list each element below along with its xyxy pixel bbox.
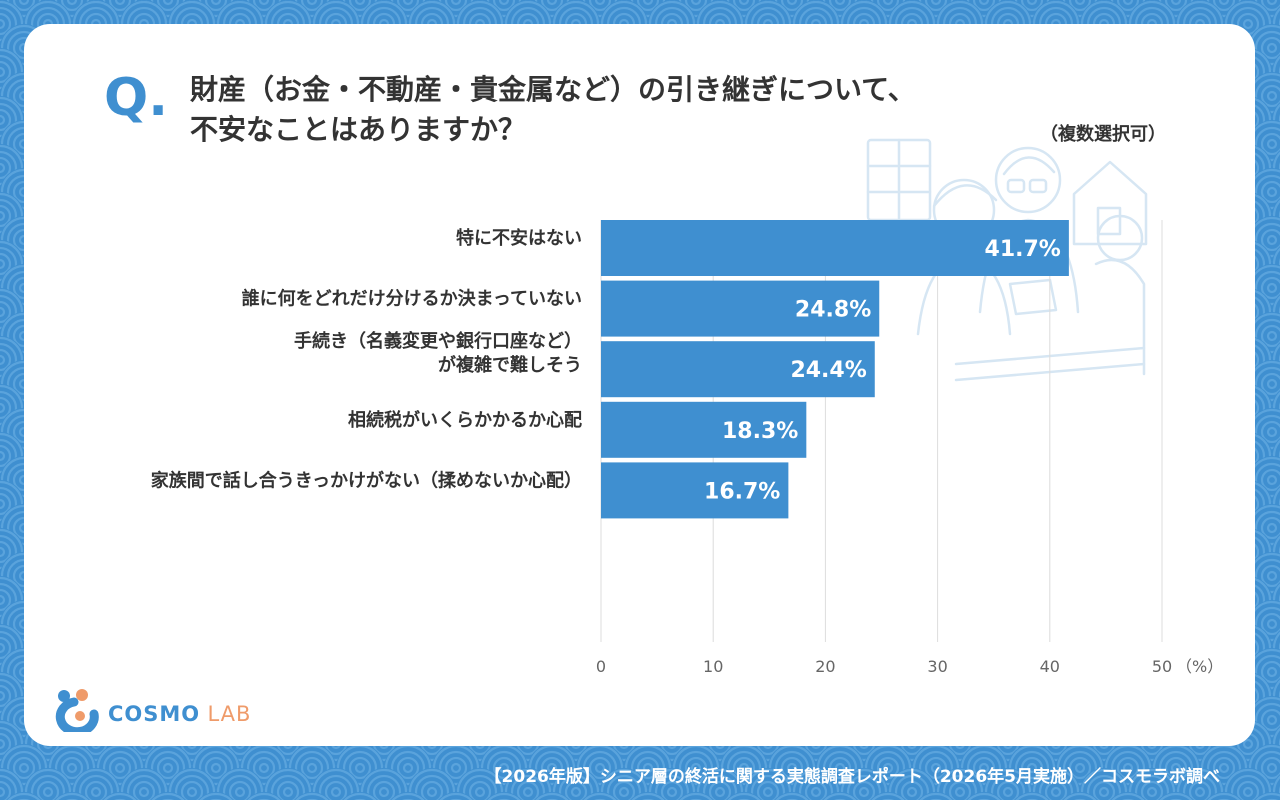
footer-source-note: 【2026年版】シニア層の終活に関する実態調査レポート（2026年5月実施）／コ… — [484, 767, 1220, 787]
bar-value-label: 16.7% — [704, 479, 780, 504]
brand-name-cosmo: COSMO — [108, 702, 201, 726]
x-tick-label: 40 — [1040, 657, 1060, 676]
cosmo-lab-logo-icon — [55, 689, 99, 732]
bar-value-label: 24.4% — [790, 358, 866, 383]
category-label: 特に不安はない — [456, 227, 582, 249]
bar — [601, 462, 789, 519]
chart-card: Q. 財産（お金・不動産・貴金属など）の引き継ぎについて、 不安なことはあります… — [24, 24, 1255, 746]
bar — [601, 401, 807, 458]
bar — [601, 341, 875, 398]
x-tick-label: 30 — [927, 657, 947, 676]
bar — [601, 220, 1069, 276]
multiple-choice-note: （複数選択可） — [1040, 124, 1166, 145]
x-tick-label: 50 — [1152, 657, 1172, 676]
brand-wordmark: COSMO LAB — [108, 704, 251, 725]
bar-value-label: 18.3% — [722, 419, 798, 444]
category-label: 相続税がいくらかかるか心配 — [348, 409, 582, 431]
x-tick-label: 0 — [596, 657, 606, 676]
x-tick-label: 10 — [703, 657, 723, 676]
x-tick-label: 20 — [815, 657, 835, 676]
bar-value-label: 24.8% — [795, 298, 871, 323]
category-label: 手続き（名義変更や銀行口座など） — [294, 330, 582, 352]
question-text-line1: 財産（お金・不動産・貴金属など）の引き継ぎについて、 — [190, 73, 916, 106]
horizontal-bar-chart: 41.7% 特に不安はない 24.8% 誰に何をどれだけ分けるか決まっていない 24.4… — [151, 220, 1223, 676]
bar — [601, 280, 880, 337]
category-label: が複雑で難しそう — [438, 354, 582, 376]
x-axis-unit-label: （%） — [1176, 657, 1223, 676]
bar-value-label: 41.7% — [985, 237, 1061, 262]
question-text-line2: 不安なことはありますか？ — [190, 113, 527, 146]
question-mark: Q. — [104, 68, 168, 128]
category-label: 家族間で話し合うきっかけがない（揉めないか心配） — [151, 469, 582, 491]
brand-name-lab: LAB — [207, 702, 252, 726]
category-label: 誰に何をどれだけ分けるか決まっていない — [242, 288, 582, 310]
